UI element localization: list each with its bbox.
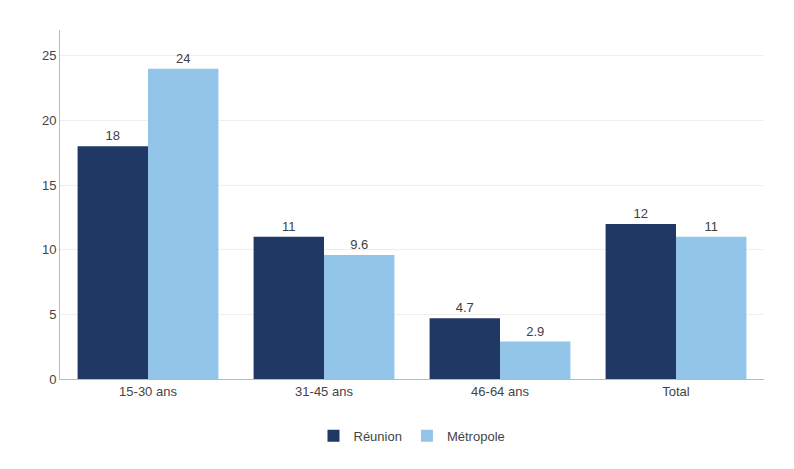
svg-text:11: 11	[282, 219, 296, 234]
svg-text:15: 15	[42, 178, 56, 193]
svg-text:46-64 ans: 46-64 ans	[471, 384, 529, 399]
svg-text:9.6: 9.6	[350, 237, 368, 252]
svg-text:0: 0	[49, 372, 56, 387]
svg-text:11: 11	[704, 219, 718, 234]
svg-text:Total: Total	[662, 384, 690, 399]
svg-text:10: 10	[42, 242, 56, 257]
svg-text:2.9: 2.9	[526, 324, 544, 339]
svg-text:20: 20	[42, 113, 56, 128]
svg-text:18: 18	[106, 128, 120, 143]
svg-text:15-30 ans: 15-30 ans	[119, 384, 177, 399]
svg-text:Métropole: Métropole	[447, 429, 505, 444]
svg-text:24: 24	[176, 51, 190, 66]
svg-text:31-45 ans: 31-45 ans	[295, 384, 353, 399]
svg-text:12: 12	[634, 206, 648, 221]
svg-text:Réunion: Réunion	[354, 429, 402, 444]
svg-text:4.7: 4.7	[456, 300, 474, 315]
svg-text:5: 5	[49, 307, 56, 322]
svg-text:25: 25	[42, 48, 56, 63]
